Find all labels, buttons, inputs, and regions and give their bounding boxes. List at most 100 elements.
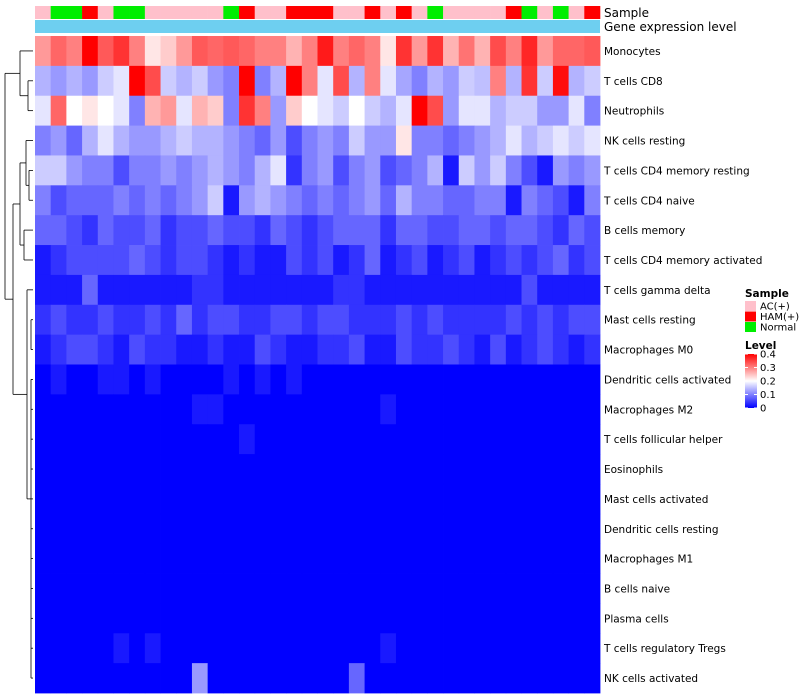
heatmap-cell bbox=[176, 513, 193, 545]
heatmap-cell bbox=[97, 483, 114, 515]
heatmap-cell bbox=[144, 483, 161, 515]
heatmap-cell bbox=[223, 573, 240, 604]
heatmap-cell bbox=[223, 185, 240, 216]
heatmap-cell bbox=[380, 215, 397, 246]
heatmap-cell bbox=[223, 95, 240, 126]
heatmap-cell bbox=[521, 573, 538, 604]
heatmap-cell bbox=[505, 394, 522, 425]
heatmap-cell bbox=[474, 95, 491, 126]
heatmap-cell bbox=[568, 95, 585, 126]
heatmap-cell bbox=[568, 334, 585, 365]
heatmap-cell bbox=[113, 245, 130, 276]
heatmap-cell bbox=[505, 543, 522, 574]
heatmap-cell bbox=[223, 663, 240, 694]
heatmap-cell bbox=[427, 274, 444, 306]
heatmap-cell bbox=[82, 334, 99, 365]
heatmap-cell bbox=[50, 304, 67, 336]
heatmap-cell bbox=[160, 454, 177, 485]
heatmap-cell bbox=[160, 245, 177, 276]
heatmap-cell bbox=[301, 185, 318, 216]
heatmap-cell bbox=[348, 304, 365, 336]
heatmap-cell bbox=[191, 95, 209, 126]
heatmap-cell bbox=[521, 185, 538, 216]
heatmap-cell bbox=[395, 543, 413, 574]
sample-annotation-cell bbox=[348, 6, 365, 19]
row-label: B cells naive bbox=[604, 583, 670, 595]
heatmap-cell bbox=[317, 95, 334, 126]
heatmap-cell bbox=[191, 573, 209, 604]
row-label: Mast cells activated bbox=[604, 494, 708, 506]
heatmap-cell bbox=[317, 603, 334, 634]
heatmap-cell bbox=[82, 364, 99, 395]
legend-entry-label: HAM(+) bbox=[760, 312, 799, 323]
heatmap-cell bbox=[66, 573, 83, 604]
row-label: Monocytes bbox=[604, 46, 661, 58]
heatmap-cell bbox=[552, 364, 570, 395]
heatmap-cell bbox=[113, 394, 130, 425]
heatmap-cell bbox=[537, 454, 554, 485]
heatmap-cell bbox=[286, 245, 303, 276]
heatmap-cell bbox=[129, 334, 146, 365]
heatmap-cell bbox=[537, 513, 554, 545]
heatmap-cell bbox=[505, 663, 522, 694]
heatmap-cell bbox=[552, 513, 570, 545]
heatmap-cell bbox=[301, 95, 318, 126]
heatmap-cell bbox=[395, 304, 413, 336]
sample-annotation-cell bbox=[474, 6, 491, 19]
heatmap-cell bbox=[191, 304, 209, 336]
heatmap-cell bbox=[317, 274, 334, 306]
heatmap-cell bbox=[286, 454, 303, 485]
heatmap-cell bbox=[254, 125, 271, 156]
heatmap-cell bbox=[490, 36, 507, 67]
heatmap-cell bbox=[443, 334, 460, 365]
heatmap-cell bbox=[129, 245, 146, 276]
heatmap-cell bbox=[176, 543, 193, 574]
heatmap-cell bbox=[411, 334, 428, 365]
heatmap-cell bbox=[129, 603, 146, 634]
heatmap-cell bbox=[521, 454, 538, 485]
heatmap-cell bbox=[552, 65, 570, 97]
heatmap-cell bbox=[380, 334, 397, 365]
heatmap-cell bbox=[97, 245, 114, 276]
heatmap-cell bbox=[568, 633, 585, 664]
heatmap-cell bbox=[254, 36, 271, 67]
heatmap-cell bbox=[144, 513, 161, 545]
heatmap-cell bbox=[113, 573, 130, 604]
heatmap-cell bbox=[443, 603, 460, 634]
heatmap-cell bbox=[254, 394, 271, 425]
legend: Sample AC(+)HAM(+)Normal Level 0.4 0.3 0.2… bbox=[745, 288, 799, 415]
heatmap-cell bbox=[176, 125, 193, 156]
heatmap-cell bbox=[129, 633, 146, 664]
heatmap-cell bbox=[490, 454, 507, 485]
heatmap-cell bbox=[458, 364, 475, 395]
heatmap-cell bbox=[427, 95, 444, 126]
heatmap-cell bbox=[490, 633, 507, 664]
heatmap-cell bbox=[270, 155, 287, 186]
heatmap-cell bbox=[144, 454, 161, 485]
heatmap-cell bbox=[207, 364, 224, 395]
row-label: T cells gamma delta bbox=[603, 285, 711, 297]
heatmap-cell bbox=[443, 513, 460, 545]
heatmap-cell bbox=[443, 424, 460, 455]
heatmap-cell bbox=[490, 95, 507, 126]
heatmap-cell bbox=[239, 304, 256, 336]
sample-annotation-cell bbox=[129, 6, 146, 19]
heatmap-cell bbox=[270, 95, 287, 126]
sample-annotation-cell bbox=[458, 6, 475, 19]
heatmap-cell bbox=[474, 424, 491, 455]
heatmap-cell bbox=[474, 394, 491, 425]
sample-annotation-cell bbox=[176, 6, 193, 19]
heatmap-cell bbox=[552, 95, 570, 126]
heatmap-cell bbox=[474, 573, 491, 604]
heatmap-cell bbox=[490, 513, 507, 545]
heatmap-cell bbox=[584, 513, 601, 545]
heatmap-cell bbox=[333, 304, 350, 336]
heatmap-cell bbox=[176, 633, 193, 664]
heatmap-cell bbox=[505, 573, 522, 604]
heatmap-cell bbox=[176, 424, 193, 455]
heatmap-cell bbox=[66, 245, 83, 276]
heatmap-cell bbox=[537, 334, 554, 365]
heatmap-cell bbox=[223, 364, 240, 395]
heatmap-cell bbox=[82, 65, 99, 97]
heatmap-cell bbox=[474, 215, 491, 246]
